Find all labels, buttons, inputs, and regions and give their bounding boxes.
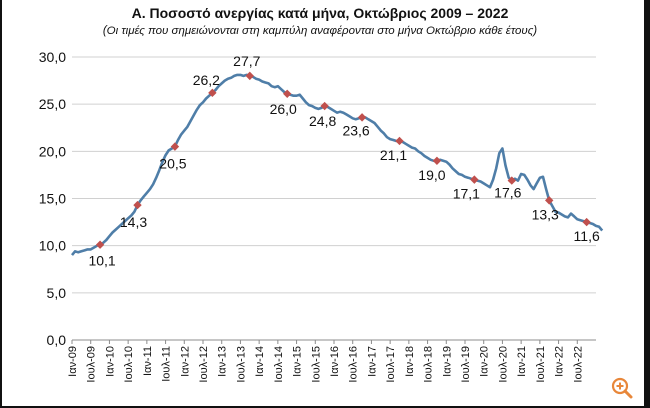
data-label: 19,0	[418, 167, 445, 183]
data-label: 26,2	[193, 72, 220, 88]
series-layer	[70, 73, 604, 256]
x-tick-label: Ιαν-18	[404, 346, 416, 377]
data-label: 26,0	[270, 101, 297, 117]
x-tick-label: Ιουλ-21	[535, 346, 547, 383]
data-labels: 10,1 14,3 20,5 26,2 27,7 26,0 24,8 23,6 21,1 19,0…	[88, 53, 600, 269]
october-marker	[507, 176, 516, 185]
x-tick-label: Ιουλ-17	[385, 346, 397, 383]
y-tick-label: 5,0	[47, 285, 67, 301]
october-marker	[545, 196, 554, 205]
october-marker	[245, 71, 254, 81]
data-label: 21,1	[380, 147, 407, 163]
gridlines	[72, 56, 596, 341]
data-label: 13,3	[532, 206, 559, 222]
x-tick-label: Ιαν-14	[254, 346, 266, 377]
data-label: 17,1	[453, 186, 480, 202]
x-tick-label: Ιαν-21	[516, 346, 528, 377]
x-tick-label: Ιουλ-13	[235, 346, 247, 383]
x-tick-label: Ιουλ-18	[423, 346, 435, 383]
x-tick-label: Ιαν-16	[329, 346, 341, 377]
y-tick-label: 0,0	[47, 332, 67, 348]
x-tick-label: Ιουλ-22	[572, 346, 584, 383]
x-tick-label: Ιαν-09	[67, 346, 79, 377]
x-tick-label: Ιουλ-16	[348, 346, 360, 383]
zoom-in-icon[interactable]	[610, 376, 634, 400]
data-label: 10,1	[88, 253, 115, 269]
x-tick-label: Ιαν-17	[366, 346, 378, 377]
x-tick-label: Ιαν-15	[292, 346, 304, 377]
data-label: 14,3	[120, 214, 147, 230]
data-label: 23,6	[342, 122, 369, 138]
x-tick-label: Ιαν-12	[179, 346, 191, 377]
x-tick-label: Ιαν-13	[217, 346, 229, 377]
october-marker	[470, 175, 479, 184]
october-marker	[582, 217, 591, 227]
x-tick-label: Ιαν-20	[479, 346, 491, 377]
october-marker	[320, 101, 329, 111]
data-label: 24,8	[309, 113, 336, 129]
x-tick-label: Ιαν-19	[441, 346, 453, 377]
x-tick-label: Ιουλ-14	[273, 346, 285, 383]
y-tick-label: 25,0	[39, 96, 66, 112]
x-tick-label: Ιουλ-12	[198, 346, 210, 383]
x-tick-label: Ιουλ-20	[497, 346, 509, 383]
october-marker	[432, 156, 442, 165]
october-marker	[395, 136, 404, 146]
october-marker	[357, 113, 367, 122]
data-label: 27,7	[233, 53, 260, 69]
x-tick-label: Ιαν-10	[104, 346, 116, 377]
x-tick-label: Ιουλ-15	[310, 346, 322, 383]
x-tick-label: Ιουλ-09	[86, 346, 98, 383]
october-markers	[95, 71, 591, 249]
october-marker	[208, 88, 217, 98]
october-marker	[133, 200, 142, 210]
x-tick-label: Ιουλ-10	[123, 346, 135, 383]
october-marker	[95, 240, 105, 249]
x-tick-label: Ιαν-22	[554, 346, 566, 377]
chart-title: Α. Ποσοστό ανεργίας κατά μήνα, Οκτώβριος…	[131, 5, 509, 21]
y-tick-label: 15,0	[39, 191, 66, 207]
unemployment-series-line	[70, 73, 604, 256]
y-tick-label: 20,0	[39, 143, 66, 159]
october-marker	[170, 142, 180, 151]
x-tick-label: Ιουλ-11	[161, 346, 173, 382]
data-label: 20,5	[159, 156, 186, 172]
x-tick-label: Ιουλ-19	[460, 346, 472, 383]
y-tick-label: 30,0	[39, 49, 66, 65]
y-axis: 0,0 5,0 10,0 15,0 20,0 25,0 30,0	[39, 49, 66, 348]
x-tick-label: Ιαν-11	[142, 346, 154, 376]
x-axis: Ιαν-09 Ιουλ-09 Ιαν-10 Ιουλ-10 Ιαν-11 Ιουλ-11 Ι…	[67, 339, 596, 383]
october-marker	[283, 89, 292, 98]
data-label: 17,6	[494, 185, 521, 201]
chart-subtitle: (Οι τιμές που σημειώνονται στη καμπύλη α…	[102, 25, 538, 37]
y-tick-label: 10,0	[39, 238, 66, 254]
data-label: 11,6	[574, 228, 600, 244]
